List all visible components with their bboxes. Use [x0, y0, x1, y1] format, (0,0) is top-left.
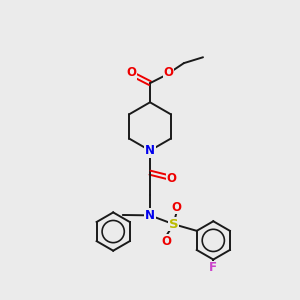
Text: N: N: [145, 144, 155, 157]
Text: O: O: [127, 66, 137, 80]
Text: O: O: [164, 66, 174, 80]
Text: S: S: [169, 218, 178, 231]
Text: O: O: [172, 201, 182, 214]
Text: O: O: [166, 172, 176, 185]
Text: F: F: [209, 261, 217, 274]
Text: N: N: [145, 209, 155, 222]
Text: O: O: [161, 235, 171, 248]
